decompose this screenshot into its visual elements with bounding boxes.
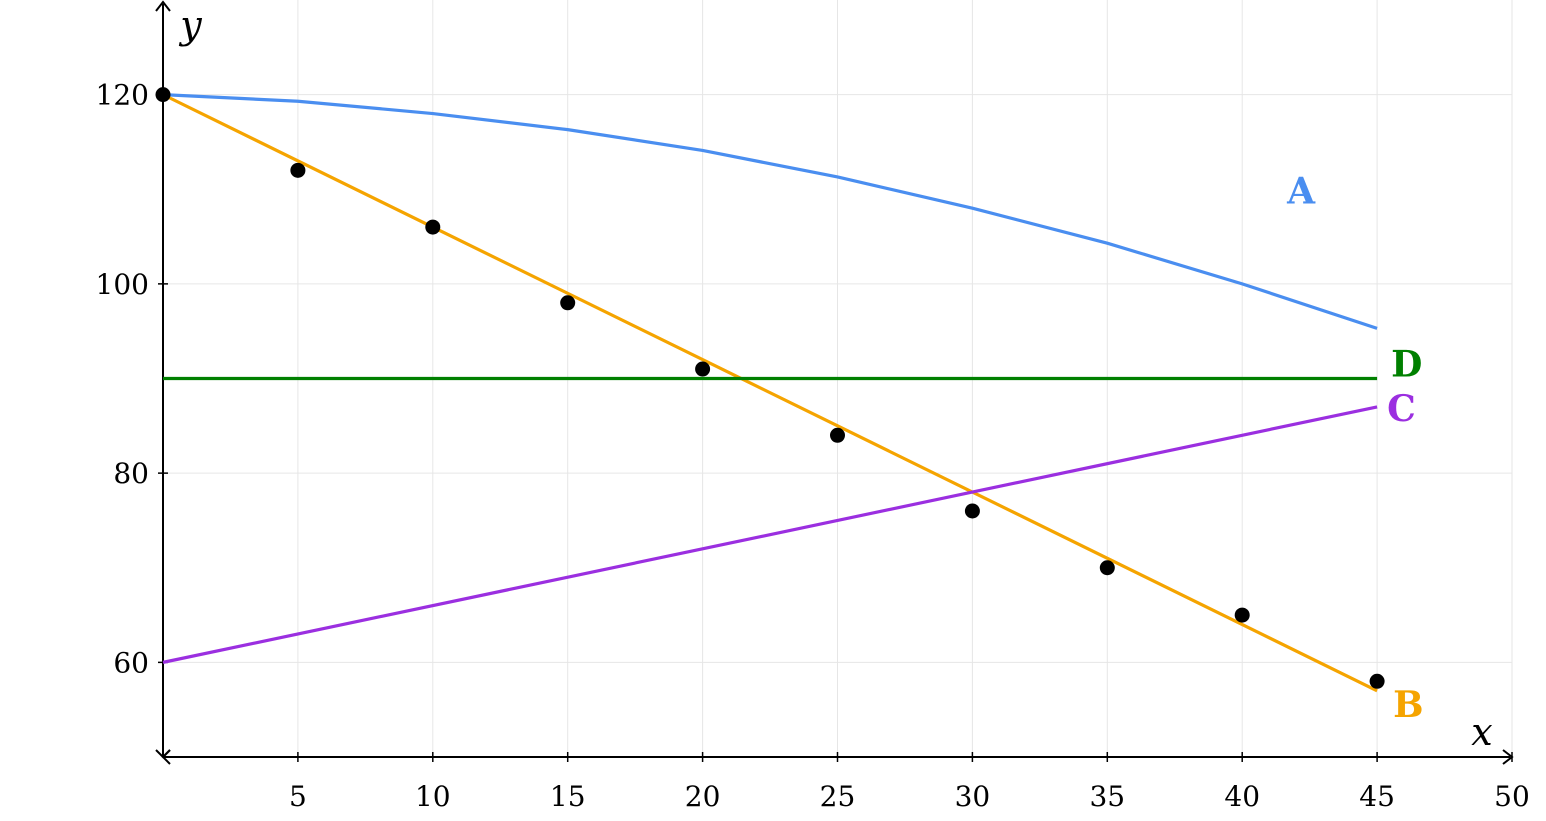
data-point [155,87,171,103]
ticks: 5 10 15 20 25 30 35 40 45 50 60 80 100 120 [96,79,1530,813]
y-axis-title: y [178,3,202,47]
x-tick-label: 45 [1359,780,1395,813]
data-point [1234,607,1250,623]
series-line-C [162,405,1378,664]
y-tick-label: 120 [96,79,149,112]
y-tick-label: 60 [113,646,149,679]
series-labels: A B CD [1286,170,1423,725]
data-point [1099,560,1115,576]
series-line-A [162,93,1378,330]
data-point [290,162,306,178]
series-label-C: C [1387,388,1416,430]
y-axis-start-arrow [155,749,171,759]
data-point [1369,673,1385,689]
series-label-D: D [1391,344,1422,386]
x-tick-label: 35 [1089,780,1125,813]
points [155,87,1385,689]
data-point [695,361,711,377]
x-axis-title: x [1471,710,1492,754]
x-tick-label: 25 [820,780,856,813]
x-tick-label: 15 [550,780,586,813]
series-line-B [162,93,1378,693]
x-tick-label: 5 [289,780,307,813]
x-tick-label: 50 [1494,780,1530,813]
x-tick-label: 30 [955,780,991,813]
x-tick-label: 20 [685,780,721,813]
y-tick-label: 100 [96,268,149,301]
series-label-B: B [1393,684,1423,726]
axes [155,0,1514,765]
data-point [964,503,980,519]
data-point [560,295,576,311]
x-tick-label: 40 [1224,780,1260,813]
y-tick-label: 80 [113,457,149,490]
x-tick-label: 10 [415,780,451,813]
y-axis-arrow [155,0,171,12]
data-point [830,427,845,443]
series-lines [162,93,1378,693]
data-point [425,219,441,235]
series-label-A: A [1286,170,1316,212]
